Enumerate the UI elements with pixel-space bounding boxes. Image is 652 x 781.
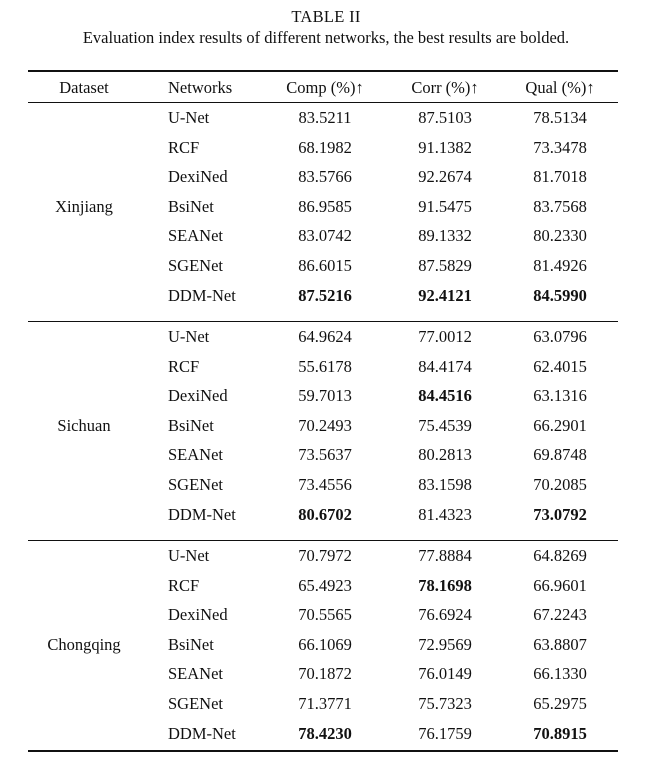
comp-value: 68.1982	[298, 137, 352, 157]
qual-value: 65.2975	[533, 694, 587, 713]
comp-value: 87.5216	[298, 285, 352, 305]
table-label: TABLE II	[291, 7, 361, 26]
comp-value: 73.5637	[298, 445, 352, 465]
network-name: BsiNet	[168, 634, 214, 654]
network-name: U-Net	[168, 108, 210, 127]
corr-value: 76.1759	[418, 723, 472, 743]
qual-value: 81.7018	[533, 167, 587, 187]
comp-value: 64.9624	[298, 327, 352, 346]
comp-value: 86.9585	[298, 196, 352, 216]
comp-value: 70.7972	[298, 546, 352, 565]
comp-value: 83.5211	[298, 108, 352, 127]
qual-value: 84.5990	[533, 285, 587, 305]
corr-value: 77.8884	[418, 546, 472, 565]
corr-value: 76.6924	[418, 605, 472, 625]
comp-value: 65.4923	[298, 575, 352, 595]
network-name: SGENet	[168, 694, 223, 713]
comp-value: 78.4230	[298, 723, 352, 743]
corr-value: 92.4121	[418, 285, 472, 305]
network-name: DexiNed	[168, 167, 228, 187]
corr-value: 75.4539	[418, 415, 472, 435]
qual-value: 81.4926	[533, 256, 587, 275]
network-name: U-Net	[168, 327, 210, 346]
network-name: DDM-Net	[168, 285, 236, 305]
corr-value: 87.5103	[418, 108, 472, 127]
comp-value: 86.6015	[298, 256, 352, 275]
qual-value: 73.0792	[533, 504, 587, 524]
network-name: RCF	[168, 575, 200, 595]
corr-value: 75.7323	[418, 694, 472, 713]
group-rule	[28, 540, 618, 542]
network-name: RCF	[168, 137, 200, 157]
qual-value: 83.7568	[533, 196, 587, 216]
network-name: DexiNed	[168, 605, 228, 625]
corr-value: 81.4323	[418, 504, 472, 524]
corr-value: 80.2813	[418, 445, 472, 465]
top-rule	[28, 70, 618, 72]
corr-value: 89.1332	[418, 226, 472, 246]
network-name: DexiNed	[168, 386, 228, 406]
corr-value: 83.1598	[418, 475, 472, 494]
qual-value: 63.8807	[533, 634, 587, 654]
header-networks: Networks	[168, 78, 233, 97]
network-name: DDM-Net	[168, 504, 236, 524]
dataset-label: Sichuan	[57, 415, 111, 435]
qual-value: 64.8269	[533, 546, 587, 565]
qual-value: 80.2330	[533, 226, 587, 246]
qual-value: 70.8915	[533, 723, 587, 743]
qual-value: 73.3478	[533, 137, 587, 157]
qual-value: 67.2243	[533, 605, 587, 625]
network-name: SGENet	[168, 475, 223, 494]
corr-value: 72.9569	[418, 634, 472, 654]
bottom-rule	[28, 750, 618, 752]
comp-value: 66.1069	[298, 634, 352, 654]
corr-value: 84.4174	[418, 356, 472, 376]
qual-value: 63.0796	[533, 327, 587, 346]
header-rule	[28, 102, 618, 103]
comp-value: 80.6702	[298, 504, 352, 524]
network-name: BsiNet	[168, 415, 214, 435]
comp-value: 55.6178	[298, 356, 352, 376]
comp-value: 71.3771	[298, 694, 352, 713]
network-name: SEANet	[168, 664, 223, 684]
network-name: SEANet	[168, 445, 223, 465]
qual-value: 66.9601	[533, 575, 587, 595]
dataset-label: Chongqing	[47, 634, 121, 654]
comp-value: 70.2493	[298, 415, 352, 435]
corr-value: 76.0149	[418, 664, 472, 684]
network-name: SEANet	[168, 226, 223, 246]
header-comp: Comp (%)↑	[286, 78, 364, 97]
header-qual: Qual (%)↑	[525, 78, 595, 97]
comp-value: 83.5766	[298, 167, 352, 187]
qual-value: 69.8748	[533, 445, 587, 465]
network-name: DDM-Net	[168, 723, 236, 743]
group-rule	[28, 321, 618, 323]
network-name: SGENet	[168, 256, 223, 275]
corr-value: 87.5829	[418, 256, 472, 275]
qual-value: 70.2085	[533, 475, 587, 494]
qual-value: 66.2901	[533, 415, 587, 435]
corr-value: 78.1698	[418, 575, 472, 595]
qual-value: 66.1330	[533, 664, 587, 684]
comp-value: 83.0742	[298, 226, 352, 246]
corr-value: 84.4516	[418, 386, 472, 406]
header-dataset: Dataset	[59, 78, 109, 97]
network-name: RCF	[168, 356, 200, 376]
corr-value: 92.2674	[418, 167, 472, 187]
corr-value: 91.1382	[418, 137, 472, 157]
table-caption: Evaluation index results of different ne…	[82, 28, 570, 47]
comp-value: 70.1872	[298, 664, 352, 684]
corr-value: 91.5475	[418, 196, 472, 216]
comp-value: 59.7013	[298, 386, 352, 406]
comp-value: 70.5565	[298, 605, 352, 625]
qual-value: 63.1316	[533, 386, 587, 406]
comp-value: 73.4556	[298, 475, 352, 494]
qual-value: 78.5134	[533, 108, 587, 127]
network-name: U-Net	[168, 546, 210, 565]
corr-value: 77.0012	[418, 327, 472, 346]
dataset-label: Xinjiang	[55, 196, 113, 216]
header-corr: Corr (%)↑	[411, 78, 479, 97]
network-name: BsiNet	[168, 196, 214, 216]
qual-value: 62.4015	[533, 356, 587, 376]
